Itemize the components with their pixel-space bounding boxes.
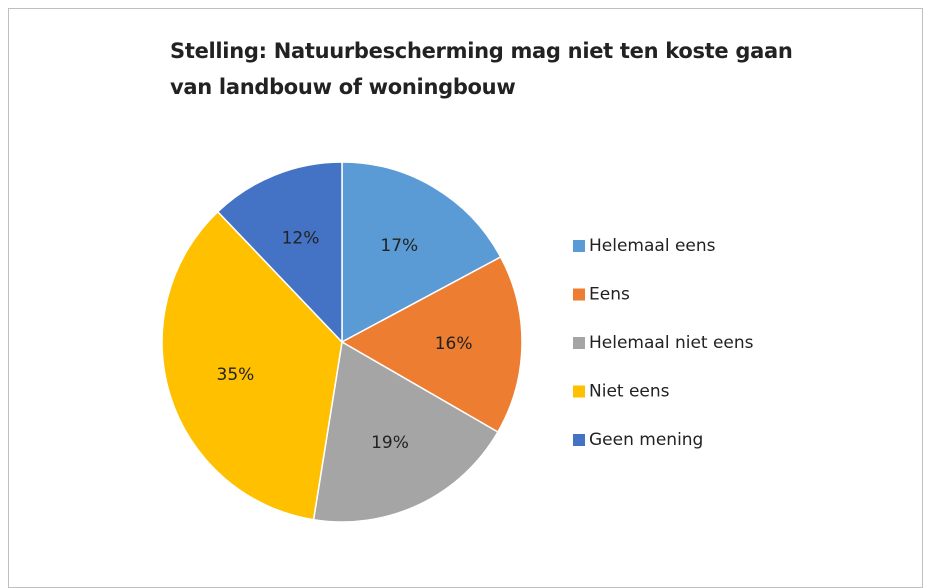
legend-label: Helemaal niet eens (589, 333, 754, 353)
legend-label: Helemaal eens (589, 236, 716, 256)
legend-label: Eens (589, 285, 630, 305)
pie-slice (161, 210, 343, 521)
legend-swatch (573, 385, 585, 398)
legend-swatch (573, 240, 585, 252)
pie-slice (340, 255, 523, 434)
legend-swatch (573, 434, 585, 446)
pie-slice (312, 340, 499, 523)
data-label: 19% (371, 433, 409, 453)
pie-slice (216, 161, 343, 344)
chart-title: Stelling: Natuurbescherming mag niet ten… (170, 39, 793, 99)
legend-swatch (573, 288, 585, 301)
legend-label: Geen mening (589, 430, 703, 450)
legend-label: Niet eens (589, 382, 670, 402)
data-label: 16% (435, 334, 473, 354)
pie-slice (341, 161, 502, 344)
legend-swatch (573, 337, 585, 349)
data-label: 12% (282, 228, 320, 248)
data-label: 17% (380, 236, 418, 256)
data-label: 35% (217, 365, 255, 385)
